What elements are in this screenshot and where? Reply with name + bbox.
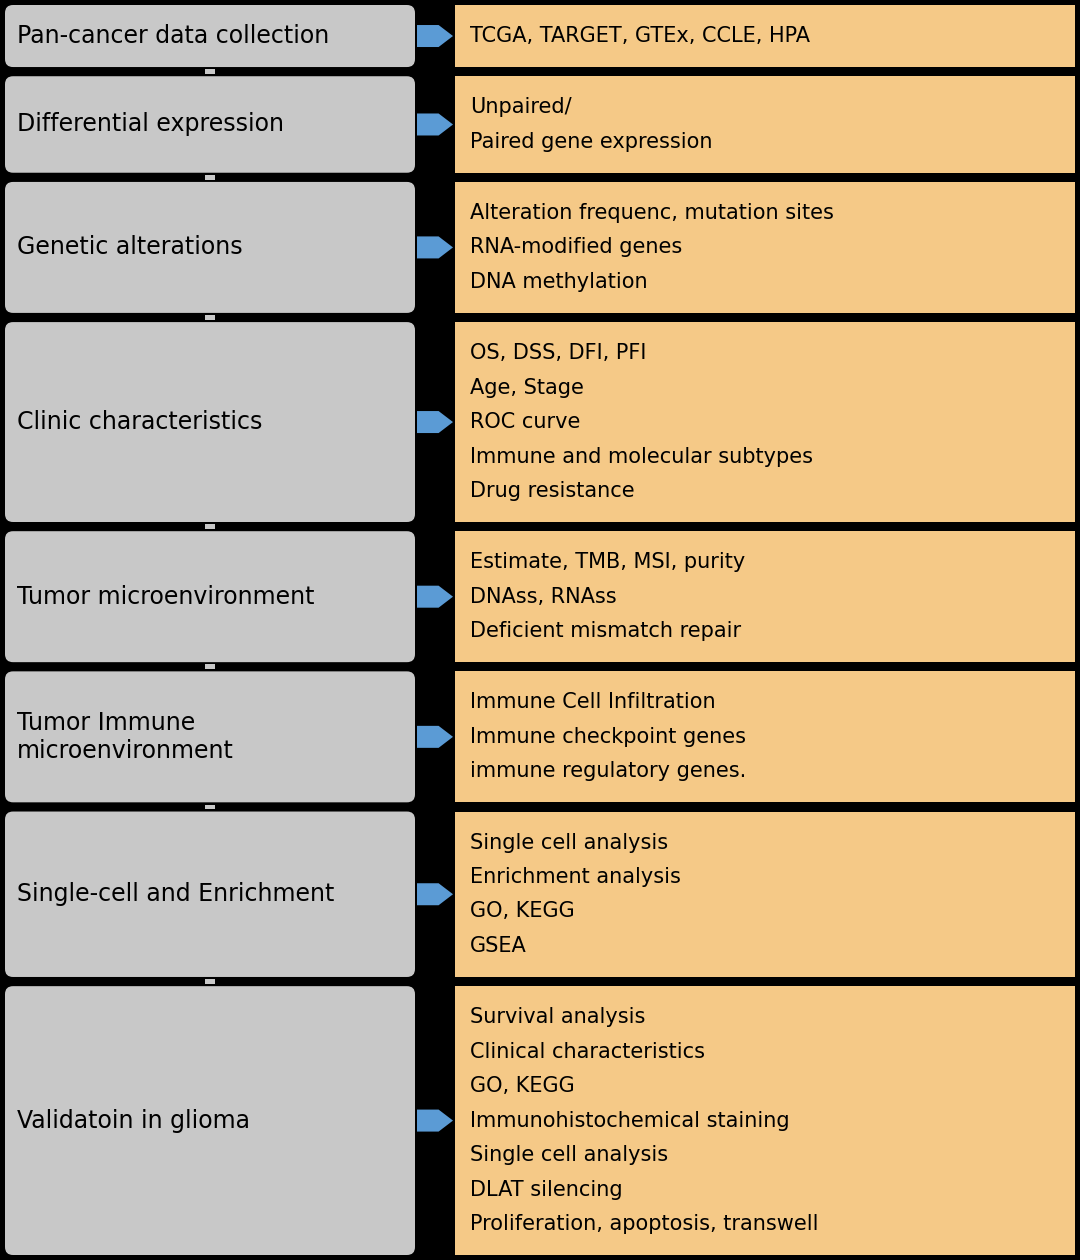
Polygon shape xyxy=(417,237,453,258)
Text: Differential expression: Differential expression xyxy=(17,112,284,136)
Text: Tumor microenvironment: Tumor microenvironment xyxy=(17,585,314,609)
Text: DLAT silencing: DLAT silencing xyxy=(470,1179,623,1200)
Text: Estimate, TMB, MSI, purity: Estimate, TMB, MSI, purity xyxy=(470,552,745,572)
Text: Deficient mismatch repair: Deficient mismatch repair xyxy=(470,621,741,641)
Bar xyxy=(455,987,1075,1255)
Bar xyxy=(455,811,1075,976)
Text: DNA methylation: DNA methylation xyxy=(470,272,648,292)
Bar xyxy=(455,672,1075,803)
FancyBboxPatch shape xyxy=(5,323,415,522)
Text: GO, KEGG: GO, KEGG xyxy=(470,901,575,921)
Bar xyxy=(205,664,215,669)
Text: Genetic alterations: Genetic alterations xyxy=(17,236,243,260)
Text: Age, Stage: Age, Stage xyxy=(470,378,584,398)
Bar xyxy=(455,663,1075,672)
Text: Alteration frequenc, mutation sites: Alteration frequenc, mutation sites xyxy=(470,203,834,223)
Text: immune regulatory genes.: immune regulatory genes. xyxy=(470,761,746,781)
Text: Single cell analysis: Single cell analysis xyxy=(470,1145,669,1166)
FancyBboxPatch shape xyxy=(5,5,415,67)
Polygon shape xyxy=(417,883,453,905)
FancyBboxPatch shape xyxy=(5,672,415,803)
Text: Immune checkpoint genes: Immune checkpoint genes xyxy=(470,727,746,747)
Bar xyxy=(455,522,1075,532)
Polygon shape xyxy=(417,1110,453,1131)
Bar xyxy=(455,173,1075,181)
Bar xyxy=(455,803,1075,811)
Bar xyxy=(205,175,215,180)
Text: Drug resistance: Drug resistance xyxy=(470,481,635,501)
Text: ROC curve: ROC curve xyxy=(470,412,580,432)
Text: Tumor Immune
microenvironment: Tumor Immune microenvironment xyxy=(17,711,234,762)
Bar xyxy=(455,323,1075,522)
Text: OS, DSS, DFI, PFI: OS, DSS, DFI, PFI xyxy=(470,343,646,363)
Text: Single-cell and Enrichment: Single-cell and Enrichment xyxy=(17,882,335,906)
Polygon shape xyxy=(417,411,453,433)
Text: TCGA, TARGET, GTEx, CCLE, HPA: TCGA, TARGET, GTEx, CCLE, HPA xyxy=(470,26,810,47)
Polygon shape xyxy=(417,113,453,136)
Bar xyxy=(455,976,1075,987)
Bar xyxy=(205,524,215,529)
Bar xyxy=(205,69,215,74)
Text: Proliferation, apoptosis, transwell: Proliferation, apoptosis, transwell xyxy=(470,1213,819,1234)
Text: Single cell analysis: Single cell analysis xyxy=(470,833,669,853)
FancyBboxPatch shape xyxy=(5,532,415,663)
Text: Immune Cell Infiltration: Immune Cell Infiltration xyxy=(470,693,716,712)
Polygon shape xyxy=(417,586,453,607)
FancyBboxPatch shape xyxy=(5,77,415,173)
FancyBboxPatch shape xyxy=(5,811,415,976)
Text: Survival analysis: Survival analysis xyxy=(470,1007,646,1027)
FancyBboxPatch shape xyxy=(5,181,415,312)
Bar xyxy=(455,77,1075,173)
Text: Unpaired/: Unpaired/ xyxy=(470,97,571,117)
Bar xyxy=(455,5,1075,67)
Bar xyxy=(205,315,215,320)
Text: GSEA: GSEA xyxy=(470,936,527,956)
Bar xyxy=(455,532,1075,663)
Bar xyxy=(455,181,1075,312)
Text: Validatoin in glioma: Validatoin in glioma xyxy=(17,1109,249,1133)
FancyBboxPatch shape xyxy=(5,987,415,1255)
Bar xyxy=(455,67,1075,77)
Text: Immunohistochemical staining: Immunohistochemical staining xyxy=(470,1110,789,1130)
Polygon shape xyxy=(417,726,453,748)
Text: DNAss, RNAss: DNAss, RNAss xyxy=(470,587,617,606)
Bar xyxy=(455,312,1075,323)
Text: GO, KEGG: GO, KEGG xyxy=(470,1076,575,1096)
Bar xyxy=(205,805,215,809)
Text: Clinic characteristics: Clinic characteristics xyxy=(17,410,262,433)
Text: Enrichment analysis: Enrichment analysis xyxy=(470,867,680,887)
Bar xyxy=(205,979,215,984)
Text: Pan-cancer data collection: Pan-cancer data collection xyxy=(17,24,329,48)
Text: Clinical characteristics: Clinical characteristics xyxy=(470,1042,705,1062)
Text: RNA-modified genes: RNA-modified genes xyxy=(470,237,683,257)
Text: Paired gene expression: Paired gene expression xyxy=(470,132,713,151)
Polygon shape xyxy=(417,25,453,47)
Text: Immune and molecular subtypes: Immune and molecular subtypes xyxy=(470,446,813,466)
